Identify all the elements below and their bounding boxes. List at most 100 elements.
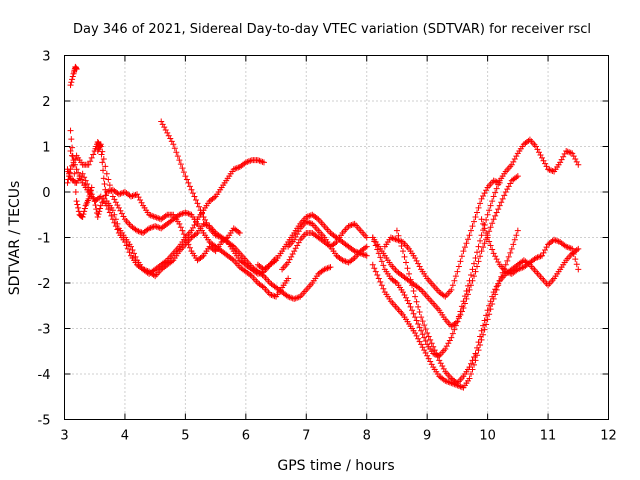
data-point	[443, 343, 450, 350]
data-point	[455, 263, 462, 270]
data-point	[471, 361, 478, 368]
data-point	[105, 176, 112, 183]
data-point	[101, 181, 108, 188]
data-point	[419, 318, 426, 325]
data-point	[492, 189, 499, 196]
data-point	[461, 293, 468, 300]
data-point	[372, 242, 379, 249]
data-point	[406, 270, 413, 277]
data-point	[514, 173, 521, 180]
data-point	[158, 118, 165, 125]
data-point	[66, 173, 73, 180]
data-point	[120, 213, 127, 220]
data-point	[478, 327, 485, 334]
data-point	[103, 192, 110, 199]
data-point	[472, 254, 479, 261]
data-point	[514, 227, 521, 234]
data-point	[490, 216, 497, 223]
x-axis-title: GPS time / hours	[277, 458, 394, 474]
data-point	[285, 275, 292, 282]
data-point	[475, 204, 482, 211]
data-point	[415, 320, 422, 327]
data-point	[481, 317, 488, 324]
data-point	[393, 227, 400, 234]
x-tick-label: 8	[363, 429, 371, 444]
data-point	[137, 196, 144, 203]
data-point	[483, 187, 490, 194]
data-point	[162, 127, 169, 134]
data-point	[463, 240, 470, 247]
data-point	[401, 253, 408, 260]
data-point	[371, 265, 378, 272]
data-point	[73, 166, 80, 173]
data-point	[493, 185, 500, 192]
data-point	[486, 302, 493, 309]
x-tick-label: 7	[302, 429, 310, 444]
data-point	[471, 273, 478, 280]
data-point	[295, 239, 302, 246]
data-point	[348, 221, 355, 228]
data-point	[570, 250, 577, 257]
data-point	[415, 335, 422, 342]
data-point	[502, 189, 509, 195]
data-point	[487, 202, 494, 209]
data-point	[478, 336, 485, 343]
data-point	[401, 291, 408, 298]
data-point	[418, 327, 425, 334]
data-point	[424, 330, 431, 337]
data-point	[112, 199, 119, 206]
data-point	[117, 207, 124, 214]
y-tick-label: -4	[38, 368, 51, 383]
data-point	[94, 214, 101, 221]
data-point	[469, 357, 476, 364]
data-point	[413, 332, 420, 339]
data-point	[67, 127, 74, 134]
data-point	[407, 303, 414, 310]
data-point	[399, 248, 406, 255]
data-point	[535, 149, 542, 156]
y-tick-labels: -5 -4 -3 -2 -1 0 1 2 3	[38, 50, 51, 429]
data-point	[102, 163, 109, 170]
data-point	[129, 247, 136, 254]
data-point	[490, 193, 497, 200]
data-point	[540, 249, 547, 256]
data-point	[505, 253, 512, 260]
data-point	[493, 209, 500, 216]
data-point	[477, 253, 484, 260]
data-point	[437, 360, 444, 367]
data-point	[189, 190, 196, 197]
y-tick-label: 3	[42, 50, 50, 65]
data-point	[377, 254, 384, 261]
data-point	[236, 229, 243, 236]
data-point	[81, 205, 88, 212]
data-point	[65, 176, 72, 183]
data-point	[474, 209, 481, 216]
data-point	[327, 264, 334, 271]
data-point	[88, 154, 95, 161]
data-point	[487, 242, 494, 249]
data-point	[475, 339, 482, 346]
data-point	[79, 214, 86, 221]
data-point	[478, 195, 485, 202]
data-point	[413, 298, 420, 305]
data-point	[430, 343, 437, 350]
data-point	[69, 162, 76, 169]
data-point	[490, 250, 497, 257]
chart-title: Day 346 of 2021, Sidereal Day-to-day VTE…	[73, 22, 591, 37]
data-point	[76, 173, 83, 180]
data-point	[168, 138, 175, 145]
data-point	[464, 291, 471, 298]
data-point	[69, 144, 76, 151]
data-point	[466, 375, 473, 382]
data-point	[369, 234, 376, 241]
data-point	[511, 236, 518, 243]
data-point	[467, 227, 474, 234]
data-point	[495, 206, 502, 213]
data-point	[469, 223, 476, 230]
data-point	[486, 228, 493, 235]
x-tick-label: 6	[242, 429, 250, 444]
data-point	[93, 206, 100, 213]
data-point	[286, 256, 293, 263]
data-point	[413, 317, 420, 324]
data-point	[378, 258, 385, 265]
